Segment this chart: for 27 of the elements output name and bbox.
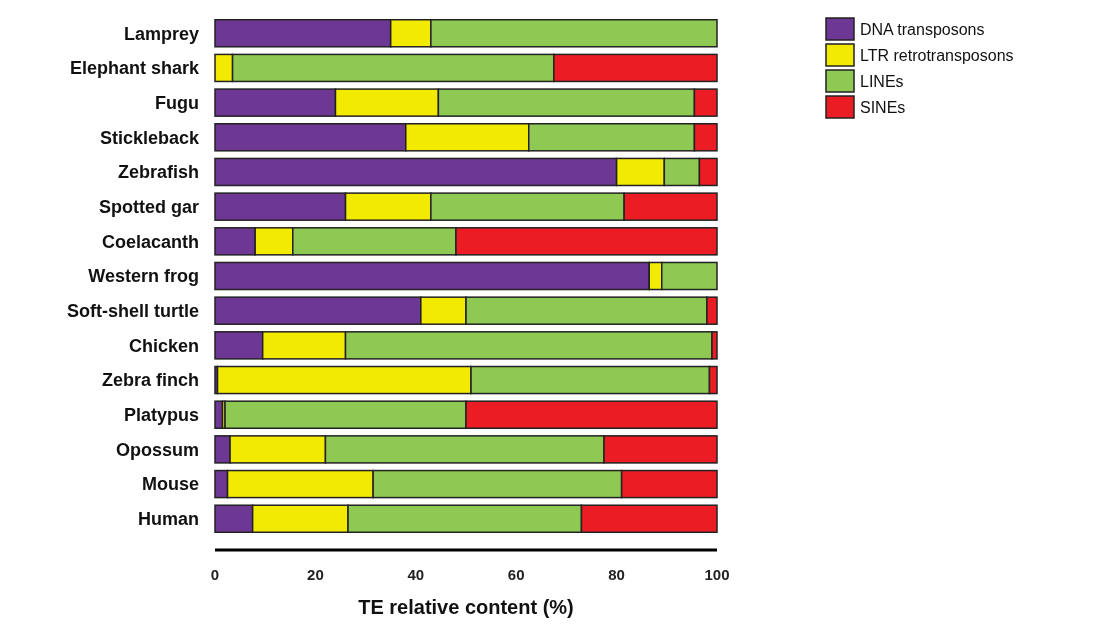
y-tick-label: Mouse: [141, 474, 199, 495]
x-axis-title: TE relative content (%): [358, 596, 574, 618]
x-tick-label: 40: [407, 566, 425, 583]
y-tick-label: Human: [137, 509, 199, 530]
x-tick-label: 100: [704, 566, 730, 583]
x-tick-label: 80: [608, 566, 625, 583]
legend-label: SINEs: [860, 98, 906, 116]
legend-label: DNA transposons: [860, 20, 985, 38]
y-tick-label: Opossum: [115, 439, 199, 460]
y-tick-label: Coelacanth: [101, 231, 199, 252]
y-tick-label: Elephant shark: [69, 58, 200, 79]
legend-label: LINEs: [860, 72, 904, 90]
y-tick-label: Lamprey: [123, 23, 199, 44]
x-tick-label: 20: [307, 566, 324, 583]
x-tick-label: 0: [210, 566, 220, 583]
x-tick-label: 60: [507, 566, 525, 583]
legend-label: LTR retrotransposons: [860, 46, 1014, 64]
y-tick-label: Zebra finch: [101, 370, 199, 391]
bar: [214, 400, 224, 429]
y-tick-label: Fugu: [155, 92, 199, 113]
y-tick-label: Western frog: [88, 266, 199, 287]
y-tick-label: Stickleback: [99, 127, 200, 148]
y-tick-label: Platypus: [123, 405, 199, 426]
y-tick-label: Zebrafish: [117, 162, 199, 183]
y-tick-label: Chicken: [128, 335, 199, 356]
y-tick-label: Spotted gar: [98, 196, 199, 217]
y-tick-label: Soft-shell turtle: [66, 300, 199, 321]
